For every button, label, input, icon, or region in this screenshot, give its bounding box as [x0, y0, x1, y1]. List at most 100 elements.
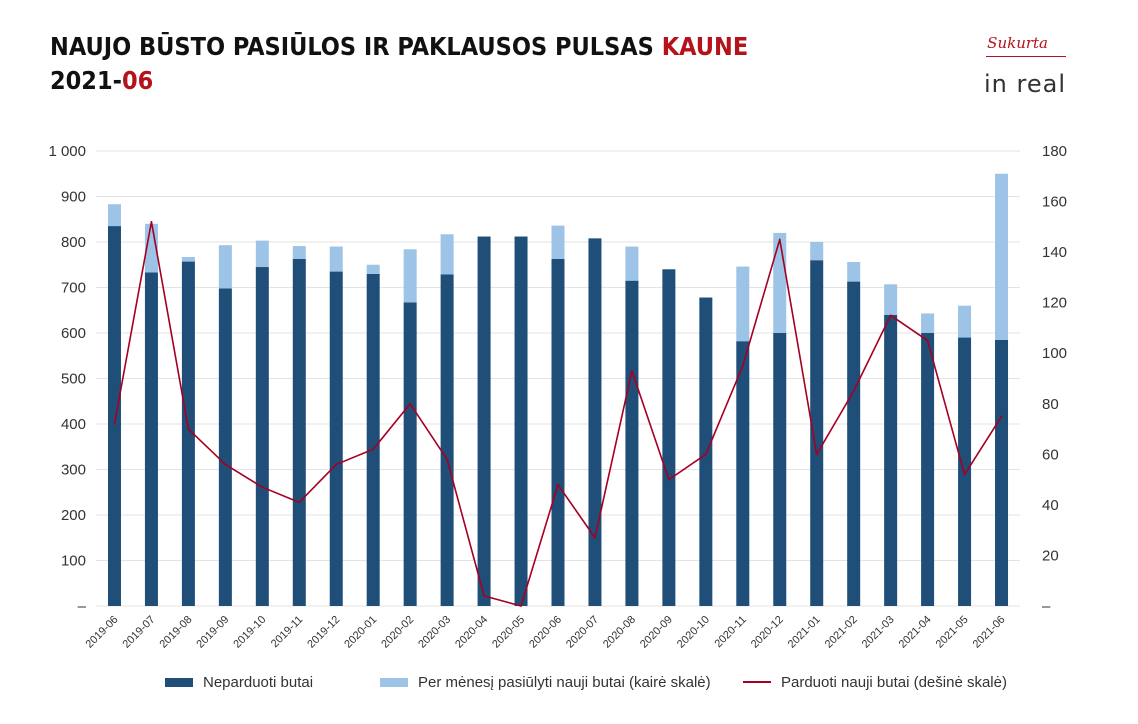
x-tick-label: 2020-10: [675, 614, 712, 651]
point-sold: [446, 458, 448, 461]
bar-offered: [366, 264, 380, 274]
title-main: NAUJO BŪSTO PASIŪLOS IR PAKLAUSOS PULSAS: [50, 32, 662, 61]
y-left-tick-label: 800: [61, 234, 86, 251]
bar-offered: [551, 225, 565, 259]
legend-item-offered: Per mėnesį pasiūlyti nauji butai (kairė …: [380, 670, 711, 694]
y-right-tick-label: 160: [1042, 194, 1067, 211]
bar-unsold: [292, 258, 306, 606]
x-tick-label: 2020-01: [342, 614, 379, 651]
bar-offered: [329, 246, 343, 272]
point-sold: [483, 595, 485, 597]
point-sold: [705, 453, 707, 456]
y-right-tick-label: 60: [1042, 446, 1059, 463]
inreal-logo: Sukurta in real: [970, 34, 1066, 100]
x-tick-label: 2019-10: [231, 614, 268, 651]
legend-swatch-unsold: [165, 677, 193, 687]
legend-swatch-offered: [380, 677, 408, 687]
point-sold: [963, 473, 966, 476]
bar-unsold: [255, 267, 269, 606]
y-left-tick-label: –: [78, 598, 87, 615]
chart-title: NAUJO BŪSTO PASIŪLOS IR PAKLAUSOS PULSAS…: [50, 30, 748, 64]
point-sold: [815, 453, 818, 456]
x-tick-label: 2021-06: [971, 614, 1008, 651]
x-tick-label: 2020-09: [638, 614, 675, 651]
x-tick-label: 2020-12: [749, 614, 786, 651]
logo-underline: [986, 56, 1066, 57]
x-tick-label: 2019-12: [305, 614, 342, 651]
x-tick-label: 2021-04: [897, 614, 934, 651]
point-sold: [557, 483, 559, 486]
legend-line-sold: [743, 681, 771, 683]
point-sold: [372, 448, 375, 451]
point-sold: [409, 402, 411, 405]
logo-brand-text: in real: [984, 70, 1066, 98]
bar-unsold: [995, 339, 1009, 606]
bar-unsold: [588, 238, 602, 607]
legend-label-sold: Parduoti nauji butai (dešinė skalė): [781, 673, 1007, 691]
bar-offered: [107, 204, 121, 227]
point-sold: [926, 339, 929, 342]
bar-unsold: [144, 272, 158, 606]
point-sold: [520, 605, 522, 607]
y-right-tick-label: 180: [1042, 143, 1067, 160]
bar-offered: [403, 249, 417, 303]
bar-unsold: [884, 314, 898, 606]
bar-unsold: [181, 261, 195, 606]
bar-offered: [181, 257, 195, 262]
bar-unsold: [921, 333, 935, 606]
bar-offered: [292, 246, 306, 259]
point-sold: [113, 423, 116, 425]
x-tick-label: 2019-09: [194, 614, 231, 651]
y-right-tick-label: 40: [1042, 497, 1059, 514]
legend-item-unsold: Neparduoti butai: [165, 670, 313, 694]
point-sold: [187, 428, 190, 430]
legend-label-unsold: Neparduoti butai: [203, 673, 314, 691]
y-left-tick-label: 600: [61, 325, 86, 342]
y-right-tick-label: 80: [1042, 396, 1059, 413]
x-tick-label: 2020-11: [712, 614, 748, 650]
bar-unsold: [699, 297, 713, 606]
bar-unsold: [625, 280, 639, 606]
bar-offered: [995, 173, 1009, 340]
y-left-tick-label: 200: [61, 507, 86, 524]
legend-item-sold: Parduoti nauji butai (dešinė skalė): [743, 670, 1007, 694]
x-tick-label: 2020-03: [416, 614, 453, 651]
y-right-tick-label: –: [1042, 598, 1051, 615]
bar-unsold: [366, 273, 380, 606]
bar-unsold: [440, 274, 454, 606]
subtitle-month: 06: [121, 66, 154, 95]
x-tick-label: 2021-01: [786, 614, 823, 651]
x-tick-label: 2020-08: [601, 614, 638, 651]
title-city: KAUNE: [661, 32, 749, 61]
bar-unsold: [810, 260, 824, 606]
bar-unsold: [403, 302, 417, 606]
y-right-tick-label: 140: [1042, 244, 1067, 261]
x-tick-label: 2021-05: [934, 614, 971, 651]
x-tick-label: 2020-07: [564, 614, 601, 651]
bar-unsold: [329, 271, 343, 606]
bar-unsold: [107, 226, 121, 606]
bar-unsold: [551, 258, 565, 606]
bar-offered: [847, 262, 861, 282]
bar-offered: [773, 232, 787, 333]
bar-offered: [884, 284, 898, 315]
x-tick-label: 2020-05: [490, 614, 527, 651]
bar-offered: [440, 234, 454, 275]
bar-unsold: [773, 333, 787, 606]
bar-offered: [218, 245, 232, 289]
bar-offered: [625, 246, 639, 281]
y-left-tick-label: 900: [61, 189, 86, 206]
point-sold: [335, 463, 338, 466]
legend: Neparduoti butai Per mėnesį pasiūlyti na…: [0, 670, 1138, 694]
point-sold: [1000, 415, 1003, 418]
x-tick-label: 2021-03: [860, 614, 897, 651]
bar-offered: [810, 242, 824, 261]
point-sold: [742, 365, 744, 367]
y-left-tick-label: 100: [61, 553, 86, 570]
point-sold: [668, 478, 670, 481]
bar-offered: [958, 305, 972, 338]
subtitle-year: 2021-: [50, 66, 122, 95]
x-tick-label: 2020-02: [379, 614, 416, 651]
title-block: NAUJO BŪSTO PASIŪLOS IR PAKLAUSOS PULSAS…: [50, 30, 748, 98]
